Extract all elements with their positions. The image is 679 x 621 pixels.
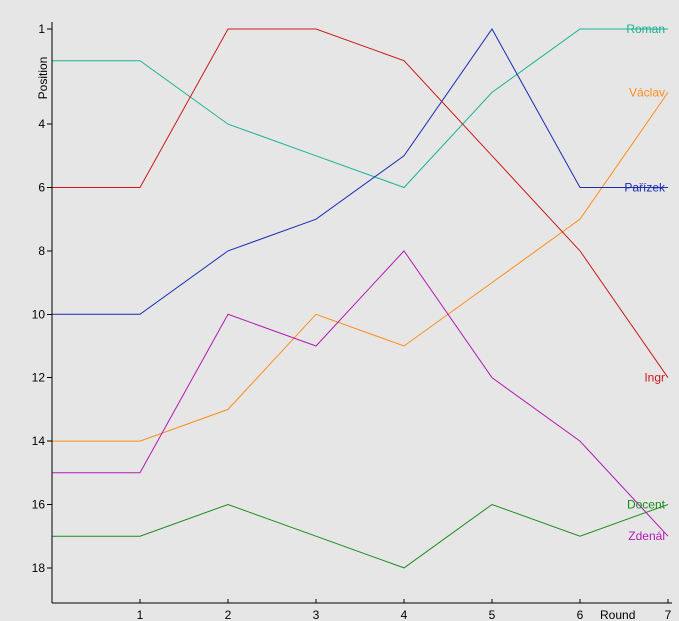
y-tick-label: 6 xyxy=(38,181,45,195)
series-line-vaclav xyxy=(52,92,669,442)
series-line-zdenal xyxy=(52,250,669,537)
series-label-docent: Docent xyxy=(627,498,666,512)
series-labels-layer: Roman Václav Pařízek Ingr Docent Zdenál xyxy=(624,22,666,543)
y-tick-label: 4 xyxy=(38,117,45,131)
axes-layer: Position Round xyxy=(36,22,672,621)
series-line-ingr xyxy=(52,28,669,378)
series-label-ingr: Ingr xyxy=(644,371,665,385)
y-tick-label: 14 xyxy=(32,434,46,448)
x-tick-label: 4 xyxy=(401,608,408,621)
x-tick-label: 5 xyxy=(489,608,496,621)
y-tick-label: 1 xyxy=(38,22,45,36)
x-tick-label: 1 xyxy=(137,608,144,621)
x-tick-label: 3 xyxy=(313,608,320,621)
series-line-docent xyxy=(52,503,669,569)
x-tick-label: 7 xyxy=(665,608,672,621)
series-layer xyxy=(51,28,669,569)
series-label-roman: Roman xyxy=(626,22,665,36)
y-tick-label: 16 xyxy=(32,498,46,512)
series-line-roman xyxy=(52,28,668,189)
x-tick-label: 2 xyxy=(225,608,232,621)
y-tick-label: 8 xyxy=(38,244,45,258)
y-tick-label: 12 xyxy=(32,371,46,385)
series-label-zdenal: Zdenál xyxy=(628,529,665,543)
series-label-parizek: Pařízek xyxy=(624,181,666,195)
x-axis-title: Round xyxy=(600,608,635,621)
series-label-vaclav: Václav xyxy=(629,85,665,99)
y-axis-title: Position xyxy=(36,57,50,100)
y-tick-label: 18 xyxy=(32,561,46,575)
x-tick-label: 6 xyxy=(577,608,584,621)
y-tick-label: 10 xyxy=(32,307,46,321)
series-line-parizek xyxy=(52,28,668,315)
